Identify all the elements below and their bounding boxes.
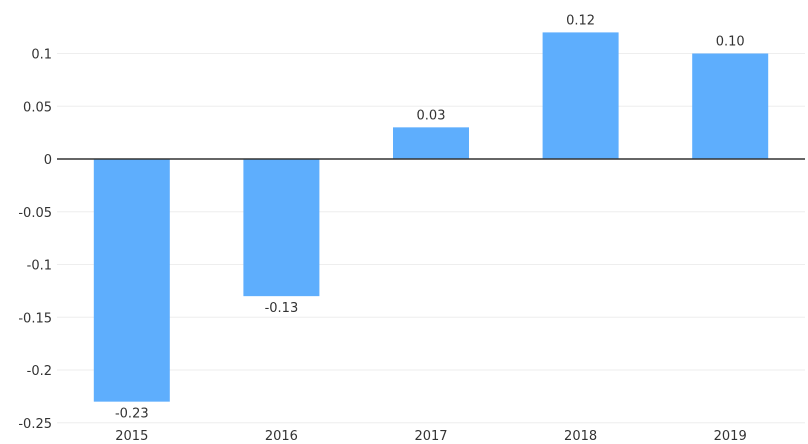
x-tick-label: 2015 — [115, 429, 148, 444]
data-label: -0.13 — [265, 301, 299, 316]
bar-2018 — [542, 32, 619, 159]
y-tick-label: 0 — [44, 153, 52, 168]
bar-2015 — [93, 159, 170, 402]
y-tick-label: 0.1 — [31, 48, 52, 63]
y-tick-label: 0.05 — [23, 100, 52, 115]
x-axis-ticks: 2015 2016 2017 2018 2019 — [115, 429, 746, 444]
bar-2016 — [243, 159, 320, 297]
bar-2017 — [393, 127, 469, 159]
y-tick-label: -0.15 — [18, 311, 52, 326]
y-axis-ticks: -0.25 -0.2 -0.15 -0.1 -0.05 0 0.05 0.1 — [18, 48, 52, 432]
x-tick-label: 2019 — [714, 429, 747, 444]
grid-lines — [57, 53, 805, 424]
y-tick-label: -0.2 — [27, 364, 52, 379]
x-tick-label: 2018 — [564, 429, 597, 444]
data-labels: -0.23 -0.13 0.03 0.12 0.10 — [115, 13, 745, 421]
x-tick-label: 2016 — [265, 429, 298, 444]
data-label: 0.03 — [417, 108, 446, 123]
x-tick-label: 2017 — [414, 429, 447, 444]
bar-2019 — [692, 53, 769, 159]
bars — [93, 32, 769, 402]
y-tick-label: -0.05 — [18, 206, 52, 221]
y-tick-label: -0.1 — [27, 259, 52, 274]
y-tick-label: -0.25 — [18, 417, 52, 432]
data-label: -0.23 — [115, 407, 149, 422]
data-label: 0.12 — [566, 13, 595, 28]
data-label: 0.10 — [716, 35, 745, 50]
